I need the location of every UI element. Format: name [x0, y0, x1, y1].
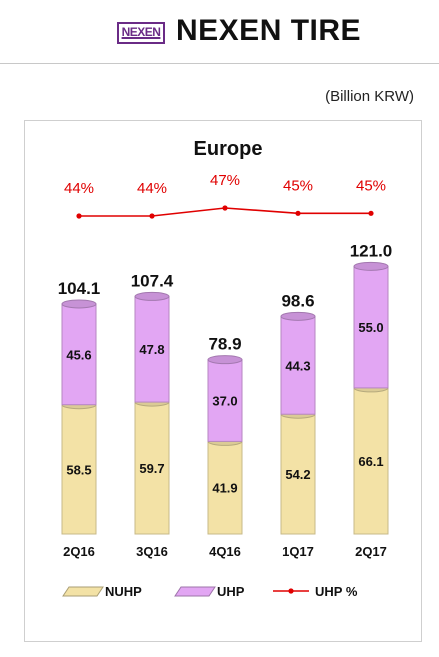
uhp-pct-label: 45%	[283, 177, 313, 194]
uhp-bar-cap	[353, 261, 389, 271]
chart-title: Europe	[194, 138, 263, 160]
uhp-pct-point	[76, 213, 82, 219]
total-value-label: 107.4	[131, 271, 174, 290]
nuhp-bar	[280, 413, 316, 535]
uhp-bar	[207, 359, 243, 442]
total-value-label: 98.6	[281, 291, 314, 310]
nexen-logo: NEXEN	[117, 22, 165, 44]
uhp-bar-cap	[280, 311, 316, 321]
uhp-pct-label: 45%	[356, 177, 386, 194]
legend-nuhp-swatch	[62, 586, 104, 597]
chart-panel: Europe 44% 44% 47% 45% 45% 58.5 45.6 104.1 2Q16…	[24, 120, 422, 642]
uhp-value-label: 55.0	[358, 320, 383, 335]
nuhp-bar	[353, 387, 389, 535]
legend-nuhp: NUHP	[62, 584, 142, 599]
nuhp-bar	[61, 404, 97, 535]
uhp-pct-label: 47%	[210, 172, 240, 189]
brand-name: NEXEN TIRE	[176, 14, 362, 47]
legend-uhp-swatch	[174, 586, 216, 597]
europe-chart: Europe 44% 44% 47% 45% 45% 58.5 45.6 104.1 2Q16…	[58, 138, 393, 599]
total-value-label: 78.9	[208, 335, 241, 354]
uhp-bar-cap	[61, 299, 97, 309]
uhp-value-label: 44.3	[285, 358, 310, 373]
legend-uhp-pct-label: UHP %	[315, 584, 358, 599]
nuhp-value-label: 66.1	[358, 454, 383, 469]
uhp-pct-point	[149, 213, 155, 219]
x-tick-label: 2Q16	[63, 544, 95, 559]
nuhp-value-label: 41.9	[212, 481, 237, 496]
uhp-bar-cap	[134, 291, 170, 301]
header: NEXEN NEXEN TIRE	[0, 0, 439, 64]
uhp-bar-cap	[207, 355, 243, 365]
uhp-bar	[280, 315, 316, 415]
legend-uhp-label: UHP	[217, 584, 245, 599]
x-tick-label: 3Q16	[136, 544, 168, 559]
x-tick-label: 4Q16	[209, 544, 241, 559]
header-divider	[0, 63, 439, 64]
legend-uhp: UHP	[174, 584, 245, 599]
nuhp-bar	[207, 440, 243, 535]
uhp-pct-point	[222, 205, 228, 211]
uhp-pct-point	[368, 210, 374, 216]
bars-layer: 58.5 45.6 104.1 2Q16 59.7 47.8 107.4 3Q16 41.9 37…	[58, 241, 393, 559]
uhp-bar	[353, 265, 389, 389]
legend-uhp-pct: UHP %	[273, 584, 358, 599]
legend-nuhp-label: NUHP	[105, 584, 142, 599]
total-value-label: 121.0	[350, 241, 393, 260]
legend: NUHP UHP UHP %	[62, 584, 358, 599]
uhp-pct-point	[295, 210, 301, 216]
uhp-pct-label: 44%	[137, 180, 167, 197]
uhp-bar	[134, 295, 170, 403]
uhp-pct-label: 44%	[64, 180, 94, 197]
uhp-value-label: 45.6	[66, 347, 91, 362]
uhp-value-label: 37.0	[212, 394, 237, 409]
legend-uhp-pct-marker	[288, 588, 294, 594]
x-tick-label: 1Q17	[282, 544, 314, 559]
nuhp-value-label: 59.7	[139, 461, 164, 476]
total-value-label: 104.1	[58, 279, 101, 298]
nuhp-value-label: 58.5	[66, 462, 91, 477]
uhp-pct-line-layer: 44% 44% 47% 45% 45%	[64, 172, 386, 219]
uhp-bar	[61, 303, 97, 406]
uhp-value-label: 47.8	[139, 342, 164, 357]
nuhp-value-label: 54.2	[285, 467, 310, 482]
x-tick-label: 2Q17	[355, 544, 387, 559]
unit-label: (Billion KRW)	[325, 88, 414, 105]
